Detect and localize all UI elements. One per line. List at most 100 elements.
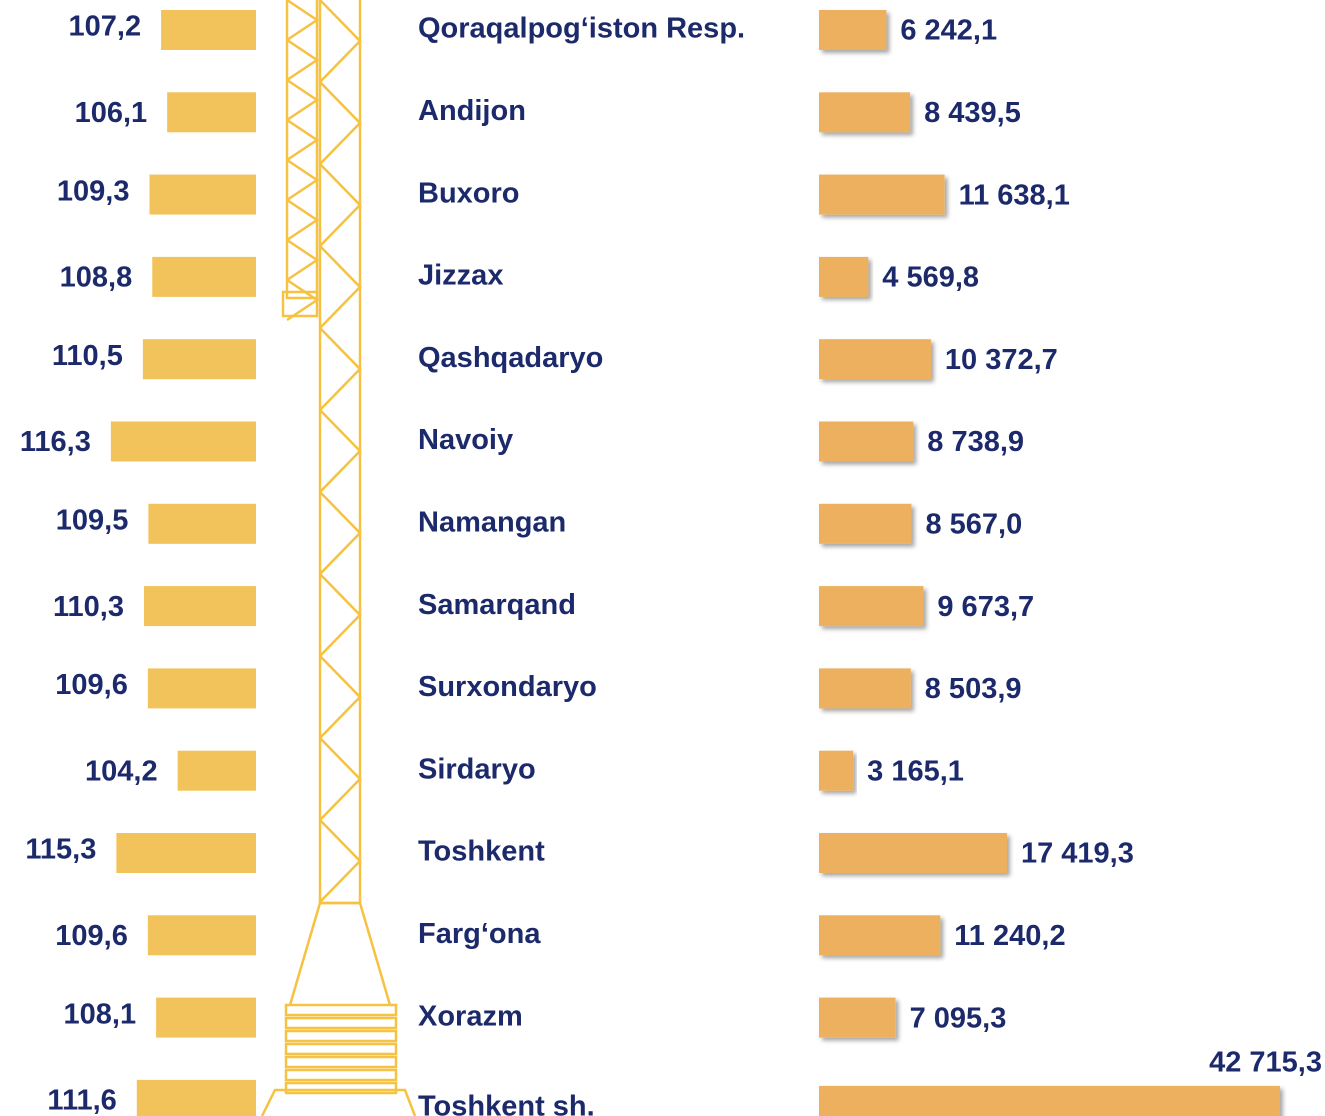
value-label: 8 738,9 — [927, 426, 1024, 458]
crane-counterweight — [286, 1070, 396, 1080]
bar — [819, 915, 940, 955]
bar — [819, 833, 1007, 873]
crane-lattice — [320, 0, 360, 82]
bar — [148, 504, 256, 544]
crane-lattice — [320, 574, 360, 656]
value-label: 10 372,7 — [945, 344, 1058, 376]
crane-lattice — [320, 820, 360, 902]
bar — [819, 10, 886, 50]
crane-lattice — [320, 410, 360, 492]
bar — [819, 422, 913, 462]
bar — [111, 422, 256, 462]
bar — [148, 668, 256, 708]
category-label: Namangan — [418, 506, 566, 538]
value-label: 42 715,3 — [1209, 1047, 1322, 1079]
category-label: Sirdaryo — [418, 753, 536, 785]
bar — [819, 586, 923, 626]
value-label: 108,1 — [64, 998, 137, 1030]
crane-lattice — [320, 492, 360, 574]
value-label: 116,3 — [20, 426, 91, 458]
category-label: Toshkent sh. — [418, 1091, 595, 1116]
value-label: 104,2 — [85, 755, 158, 787]
value-label: 108,8 — [60, 262, 133, 294]
crane-mast — [320, 0, 360, 903]
value-label: 11 240,2 — [954, 920, 1065, 952]
value-label: 109,3 — [57, 175, 130, 207]
bar — [819, 998, 896, 1038]
value-label: 6 242,1 — [900, 15, 997, 47]
crane-counterweight — [286, 1044, 396, 1054]
value-label: 115,3 — [25, 834, 96, 866]
bar — [178, 751, 256, 791]
value-label: 109,6 — [55, 920, 128, 952]
value-label: 8 503,9 — [925, 673, 1022, 705]
bar — [137, 1080, 256, 1116]
category-label: Farg‘ona — [418, 918, 541, 950]
value-label: 4 569,8 — [882, 262, 979, 294]
bar — [819, 175, 945, 215]
bar — [819, 751, 853, 791]
crane-counterweight — [286, 1005, 396, 1015]
bar — [819, 257, 868, 297]
crane-lattice — [320, 164, 360, 246]
crane-lattice — [287, 40, 317, 80]
value-label: 8 439,5 — [924, 97, 1021, 129]
category-label: Andijon — [418, 95, 526, 127]
crane-lattice — [320, 656, 360, 738]
category-label: Navoiy — [418, 424, 513, 456]
bar — [167, 92, 256, 132]
crane-lattice — [287, 120, 317, 160]
crane-lattice — [320, 738, 360, 820]
value-label: 109,5 — [56, 504, 129, 536]
crane-lattice — [320, 82, 360, 164]
crane-lattice — [287, 280, 317, 320]
crane-counterweight — [286, 1083, 396, 1093]
category-label: Xorazm — [418, 1000, 523, 1032]
value-label: 11 638,1 — [959, 179, 1070, 211]
crane-base-frame — [290, 903, 390, 1005]
crane-lattice — [287, 160, 317, 200]
crane-counterweight — [286, 1057, 396, 1067]
value-label: 110,5 — [52, 340, 123, 372]
category-label: Surxondaryo — [418, 671, 597, 703]
value-label: 107,2 — [69, 11, 142, 43]
crane-counterweight — [286, 1018, 396, 1028]
bar — [161, 10, 256, 50]
crane-lattice — [287, 80, 317, 120]
crane-lattice — [320, 328, 360, 410]
value-label: 106,1 — [75, 97, 148, 129]
bar — [149, 175, 256, 215]
crane-lattice — [287, 0, 317, 40]
crane-counterweight — [286, 1031, 396, 1041]
category-label: Jizzax — [418, 260, 503, 292]
page: 107,2 106,1 109,3 108,8 110,5 116,3 109,5 110,3… — [0, 0, 1325, 1116]
value-label: 111,6 — [47, 1085, 116, 1116]
bar — [148, 915, 256, 955]
bar — [819, 92, 910, 132]
category-label: Qashqadaryo — [418, 342, 603, 374]
bar — [819, 504, 911, 544]
bar — [819, 668, 911, 708]
category-label: Buxoro — [418, 177, 520, 209]
crane-lattice — [287, 200, 317, 240]
crane-lattice — [320, 246, 360, 328]
value-label: 17 419,3 — [1021, 838, 1134, 870]
crane-lattice — [287, 240, 317, 280]
value-label: 110,3 — [53, 591, 124, 623]
bar — [156, 998, 256, 1038]
chart: 107,2 106,1 109,3 108,8 110,5 116,3 109,5 110,3… — [0, 0, 1325, 1116]
value-label: 109,6 — [55, 669, 128, 701]
value-label: 9 673,7 — [937, 591, 1034, 623]
bar — [819, 339, 931, 379]
bar — [152, 257, 256, 297]
crane — [262, 0, 415, 1116]
bar — [116, 833, 256, 873]
value-label: 8 567,0 — [925, 508, 1022, 540]
value-label: 3 165,1 — [867, 755, 964, 787]
bar — [819, 1086, 1280, 1116]
category-label: Samarqand — [418, 589, 576, 621]
category-label: Qoraqalpog‘iston Resp. — [418, 13, 745, 45]
value-label: 7 095,3 — [910, 1002, 1007, 1034]
bar — [143, 339, 256, 379]
category-label: Toshkent — [418, 836, 545, 868]
